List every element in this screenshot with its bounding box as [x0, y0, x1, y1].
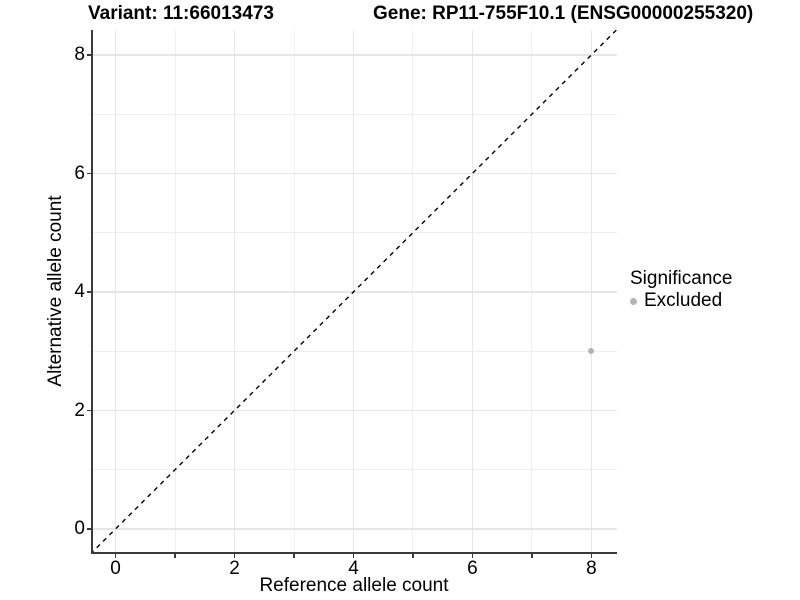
- grid-major-v: [233, 30, 236, 552]
- grid-minor-v: [412, 30, 414, 552]
- x-tick-mark: [590, 554, 593, 558]
- grid-minor-h: [93, 232, 617, 234]
- gene-title: Gene: RP11-755F10.1 (ENSG00000255320): [373, 3, 754, 24]
- x-tick-label: 8: [586, 558, 597, 579]
- legend-item-excluded: Excluded: [630, 290, 732, 312]
- legend: Significance Excluded: [630, 268, 732, 312]
- grid-minor-v: [174, 30, 176, 552]
- x-tick-label: 6: [467, 558, 478, 579]
- y-tick-mark: [87, 528, 91, 530]
- y-tick-label: 0: [74, 518, 85, 540]
- legend-title: Significance: [630, 268, 733, 289]
- grid-major-h: [93, 528, 617, 530]
- x-tick-mark: [352, 554, 355, 558]
- y-tick-mark: [87, 172, 91, 175]
- grid-minor-h: [93, 469, 617, 471]
- x-tick-mark: [412, 554, 414, 558]
- grid-major-h: [93, 409, 617, 412]
- x-tick-mark: [531, 554, 533, 558]
- x-tick-label: 2: [229, 558, 240, 579]
- plot-area: [93, 30, 617, 552]
- x-tick-mark: [174, 554, 176, 558]
- grid-minor-v: [531, 30, 533, 552]
- grid-major-h: [93, 291, 617, 293]
- y-tick-mark: [87, 291, 91, 293]
- grid-major-h: [93, 54, 617, 56]
- grid-major-v: [590, 30, 593, 552]
- grid-minor-v: [293, 30, 295, 552]
- grid-major-h: [93, 172, 617, 175]
- x-tick-label: 4: [348, 558, 359, 579]
- x-tick-mark: [233, 554, 236, 558]
- y-tick-label: 6: [74, 162, 85, 184]
- grid-major-v: [114, 30, 117, 552]
- legend-item-label: Excluded: [644, 290, 723, 311]
- y-tick-label: 2: [74, 399, 85, 421]
- x-axis-title: Reference allele count: [259, 575, 449, 596]
- x-tick-mark: [293, 554, 295, 558]
- y-tick-label: 4: [74, 281, 85, 303]
- identity-dashed-line: [93, 30, 617, 552]
- grid-minor-h: [93, 350, 617, 352]
- x-tick-mark: [114, 554, 117, 558]
- y-tick-mark: [87, 54, 91, 56]
- x-tick-label: 0: [110, 558, 121, 579]
- data-point: [588, 348, 595, 355]
- plot-panel: [91, 30, 617, 554]
- y-tick-mark: [87, 409, 91, 412]
- y-tick-label: 8: [74, 44, 85, 66]
- x-tick-mark: [471, 554, 474, 558]
- grid-minor-h: [93, 113, 617, 115]
- grid-major-v: [471, 30, 474, 552]
- variant-title: Variant: 11:66013473: [88, 3, 274, 24]
- excluded-marker-icon: [630, 297, 637, 305]
